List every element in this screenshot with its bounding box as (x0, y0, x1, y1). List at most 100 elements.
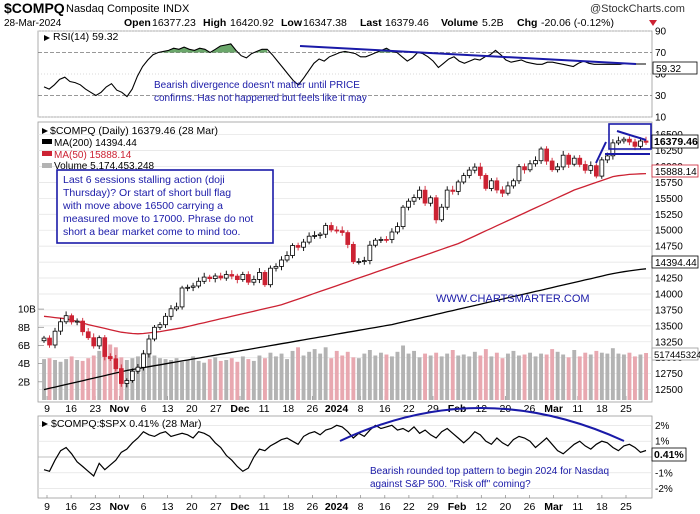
volume-bar (307, 351, 312, 400)
price-tick-label: 13750 (655, 305, 683, 316)
rsi-overbought-area (158, 43, 236, 53)
volume-bar (605, 353, 610, 400)
volume-bar (423, 353, 427, 400)
volume-bar (428, 355, 433, 400)
rsi-tick-label: 50 (655, 70, 667, 81)
volume-tick-label: 10B (18, 305, 36, 316)
x-axis-label: 25 (620, 501, 632, 513)
volume-bar (401, 345, 405, 400)
volume-bar (517, 355, 521, 400)
down-arrow-icon (649, 20, 657, 26)
volume-bar (561, 354, 566, 400)
volume-bar (522, 354, 527, 400)
price-tick-label: 15000 (655, 226, 683, 237)
x-axis-label: 22 (403, 501, 415, 513)
volume-bar (395, 351, 400, 400)
candle-down (295, 245, 301, 248)
rsi-last-tag: 59.32 (656, 64, 681, 75)
candle-up (174, 306, 179, 310)
candle-down (566, 154, 572, 165)
candle-up (621, 138, 627, 142)
volume-bar (329, 358, 334, 400)
volume-tick-label: 4B (18, 359, 31, 370)
candle-up (312, 234, 318, 237)
volume-bar (64, 359, 69, 400)
exchange-label: INDX (163, 3, 190, 15)
candle-down (328, 225, 334, 231)
collapse-triangle-icon[interactable] (42, 421, 48, 427)
candle-down (494, 180, 500, 191)
candle-up (389, 231, 395, 240)
candle-down (234, 275, 240, 281)
candle-up (605, 155, 610, 161)
x-axis-label: 26 (524, 403, 536, 415)
collapse-triangle-icon[interactable] (42, 128, 48, 134)
candle-up (129, 370, 135, 381)
candle-up (301, 241, 306, 248)
x-axis-label: 27 (210, 501, 222, 513)
volume-bar (555, 351, 560, 400)
candle-up (533, 160, 538, 165)
price-note-box (56, 169, 274, 244)
volume-bar (196, 360, 201, 400)
volume-bar (633, 356, 637, 400)
rsi-legend: RSI(14) 59.32 (53, 31, 119, 43)
ma200-tag-box (651, 255, 699, 269)
candle-up (279, 259, 284, 267)
volume-bar (588, 354, 593, 400)
price-note-line-4: measured move to 17000. Phrase do not (63, 213, 253, 225)
rsi-overbought-area (256, 49, 268, 53)
candle-up (406, 200, 411, 208)
price-tick-label: 12750 (655, 369, 683, 380)
candle-up (268, 267, 273, 286)
volume-bar (572, 350, 577, 400)
high-label: High (203, 17, 226, 29)
candle-down (107, 356, 113, 360)
candle-up (461, 175, 467, 183)
x-axis-label: 26 (524, 501, 536, 513)
x-axis-label: 11 (259, 501, 270, 513)
volume-bar (152, 355, 157, 400)
candle-up (179, 287, 185, 308)
volume-bar (312, 349, 317, 400)
price-tick-label: 12500 (655, 385, 683, 396)
candle-down (422, 189, 428, 204)
rsi-tick-label: 10 (655, 113, 667, 124)
candle-down (483, 174, 489, 189)
ma200-tag: 14394.44 (655, 258, 697, 269)
volume-bar (345, 351, 350, 400)
candle-up (317, 233, 323, 236)
ratio-note-line-1: Bearish rounded top pattern to begin 202… (370, 466, 609, 477)
volume-bar (58, 361, 63, 400)
price-note: Last 6 sessions stalling action (doji Th… (62, 174, 256, 238)
chg-label: Chg (517, 17, 537, 29)
x-axis-label: Mar (544, 501, 563, 513)
candle-up (96, 337, 102, 347)
candle-up (616, 140, 621, 144)
volume-bar (478, 355, 483, 400)
stockcharts-watermark: @StockCharts.com (590, 3, 685, 15)
candle-up (74, 320, 80, 323)
volume-bar (207, 359, 212, 400)
ratio-note-line-2: against S&P 500. "Risk off" coming? (370, 479, 531, 490)
candle-up (306, 235, 312, 243)
x-axis-label: Nov (109, 501, 129, 513)
candle-up (141, 353, 146, 368)
candle-up (41, 337, 47, 342)
volume-bar (461, 354, 466, 400)
x-axis-label: 23 (89, 501, 101, 513)
collapse-triangle-icon[interactable] (44, 35, 50, 41)
ma50-legend: MA(50) 15888.14 (54, 150, 132, 161)
volume-bar (373, 355, 378, 400)
volume-bar (500, 358, 505, 400)
flag-upper-trendline (616, 130, 647, 141)
volume-bar (318, 353, 323, 400)
x-axis-label: Feb (448, 501, 467, 513)
volume-bar (577, 356, 582, 400)
candle-up (527, 163, 533, 171)
volume-bar (390, 356, 394, 400)
candle-up (516, 166, 522, 182)
candle-up (505, 185, 511, 194)
candle-up (251, 278, 257, 283)
volume-bar (450, 350, 455, 400)
